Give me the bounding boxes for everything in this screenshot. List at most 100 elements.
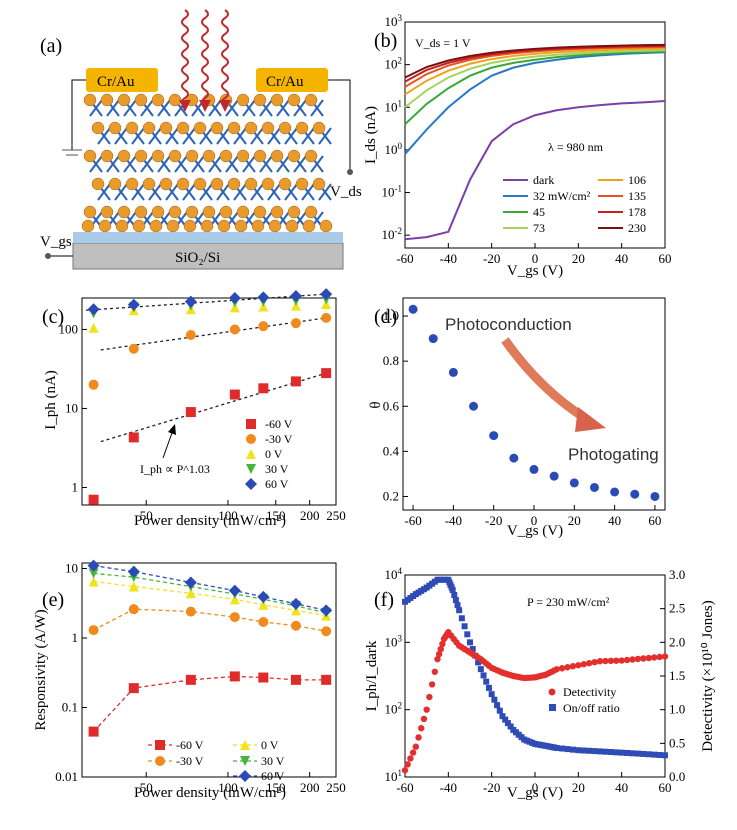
- lattice-atom: [151, 93, 165, 107]
- f-annotation: P = 230 mW/cm²: [527, 595, 610, 609]
- lattice-bond: [106, 155, 120, 173]
- c-xtick-label: 100: [218, 508, 238, 523]
- f-detectivity-point: [613, 657, 620, 664]
- f-onoff-point: [461, 623, 468, 630]
- lattice-atom: [227, 177, 241, 191]
- f-onoff-point: [496, 707, 503, 714]
- lattice-atom: [108, 177, 122, 191]
- d-point: [549, 471, 559, 481]
- f-onoff-point: [458, 615, 465, 622]
- lattice-atom: [261, 121, 275, 135]
- lattice-bond: [140, 155, 154, 173]
- d-ytick-label: 0.2: [383, 488, 399, 503]
- lattice-atom: [134, 205, 148, 219]
- lattice-atom: [91, 177, 105, 191]
- lattice-bond: [165, 183, 179, 201]
- e-point: [88, 726, 99, 737]
- c-point: [128, 343, 139, 354]
- f-detectivity-point: [404, 761, 411, 768]
- lattice-atom: [287, 205, 301, 219]
- panel-label-e: (e): [42, 589, 64, 611]
- d-point: [469, 401, 479, 411]
- f-onoff-point: [656, 751, 663, 758]
- f-onoff-point: [451, 592, 458, 599]
- e-point: [258, 672, 269, 683]
- e-legend-marker: [240, 740, 250, 750]
- lattice-atom: [253, 93, 267, 107]
- f-ylabel-left: I_ph/I_dark: [364, 640, 380, 711]
- b-ytick-label: 100: [385, 141, 403, 157]
- d-point: [569, 478, 579, 488]
- lattice-atom: [219, 149, 233, 163]
- lattice-bond: [301, 183, 315, 201]
- f-detectivity-point: [585, 660, 593, 667]
- f-xtick-label: 20: [572, 780, 585, 795]
- lattice-atom: [176, 177, 190, 191]
- c-legend-label: 0 V: [265, 447, 283, 461]
- f-ylabel-right: Detectivity (×10¹⁰ Jones): [700, 600, 716, 751]
- d-xtick-label: 40: [608, 513, 621, 528]
- d-point: [650, 491, 660, 501]
- c-legend-label: 30 V: [265, 462, 289, 476]
- d-trend-arrow: [501, 337, 591, 424]
- e-xlabel: Power density (mW/cm²): [134, 785, 286, 801]
- b-legend-label: 32 mW/cm²: [533, 189, 591, 203]
- light-arrowhead: [199, 100, 211, 112]
- lattice-atom: [134, 93, 148, 107]
- f-detectivity-point: [558, 665, 566, 672]
- e-point: [127, 565, 140, 578]
- d-ytick-label: 0.6: [383, 398, 400, 413]
- lattice-atom: [159, 177, 173, 191]
- e-point: [321, 674, 332, 685]
- lattice-atom: [210, 121, 224, 135]
- lattice-bond: [89, 155, 103, 173]
- c-point: [229, 324, 240, 335]
- b-xtick-label: -40: [440, 251, 457, 266]
- lattice-atom: [117, 205, 131, 219]
- f-legend-marker: [548, 688, 556, 696]
- lattice-bond: [106, 99, 120, 117]
- lattice-atom: [234, 219, 248, 233]
- lattice-atom: [295, 121, 309, 135]
- f-onoff-point: [580, 747, 587, 754]
- c-point: [258, 321, 269, 332]
- wire-left: [71, 79, 86, 150]
- c-ytick-label: 1: [72, 479, 79, 494]
- e-point: [229, 612, 240, 623]
- lattice-atom: [295, 177, 309, 191]
- lattice-atom: [168, 205, 182, 219]
- f-legend-label: On/off ratio: [563, 701, 620, 715]
- f-onoff-point: [613, 749, 620, 756]
- lattice-bond: [284, 183, 298, 201]
- f-detectivity-point: [434, 655, 441, 663]
- oxide-layer: [73, 232, 343, 243]
- lattice-bond: [165, 127, 179, 145]
- lattice-atom: [117, 93, 131, 107]
- lattice-bond: [310, 155, 324, 173]
- e-legend-label: -60 V: [176, 738, 204, 752]
- lattice-atom: [142, 177, 156, 191]
- f-onoff-point: [504, 720, 511, 727]
- b-series-line: [404, 43, 666, 79]
- lattice-bond: [114, 183, 128, 201]
- f-detectivity-point: [420, 715, 428, 723]
- wire-right: [328, 79, 351, 170]
- f-onoff-point: [494, 702, 501, 709]
- f-ytick-right-label: 2.0: [669, 634, 685, 649]
- lattice-bond: [216, 183, 230, 201]
- c-xtick-label: 200: [300, 508, 320, 523]
- electrode-left-label: Cr/Au: [97, 74, 135, 90]
- f-detectivity-point: [575, 662, 582, 669]
- e-point: [320, 604, 333, 617]
- e-point: [258, 599, 269, 610]
- lattice-atom: [193, 121, 207, 135]
- panel-label-d: (d): [374, 306, 397, 328]
- lattice-bond: [318, 183, 332, 201]
- lattice-atom: [193, 177, 207, 191]
- e-legend-label: -30 V: [176, 754, 204, 768]
- lattice-bond: [199, 127, 213, 145]
- f-detectivity-point: [435, 650, 443, 658]
- c-point: [87, 303, 100, 316]
- e-point: [289, 597, 302, 610]
